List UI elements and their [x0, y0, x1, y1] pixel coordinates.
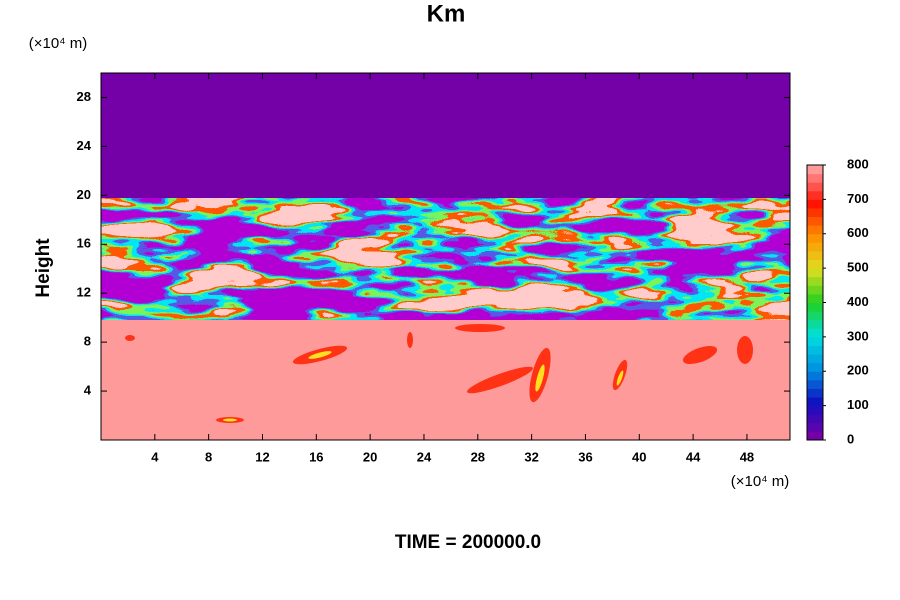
y-axis-label: Height [33, 238, 54, 298]
y-tick-label: 4 [84, 383, 92, 398]
colorbar-swatch [807, 414, 823, 424]
colorbar-swatch [807, 379, 823, 389]
colorbar-swatch [807, 250, 823, 261]
x-tick-label: 4 [151, 449, 159, 464]
colorbar-swatch [807, 216, 823, 226]
colorbar-tick-label: 600 [847, 225, 869, 240]
colorbar-swatch [807, 311, 823, 321]
colorbar-swatch [807, 336, 823, 346]
colorbar-swatch [807, 242, 823, 252]
colorbar-tick-label: 400 [847, 294, 869, 309]
colorbar-swatch [807, 165, 823, 175]
colorbar-swatch [807, 207, 823, 218]
colorbar-tick-label: 100 [847, 397, 869, 412]
y-tick-label: 20 [77, 187, 91, 202]
colorbar-swatch [807, 319, 823, 329]
colorbar-swatch [807, 388, 823, 398]
y-tick-label: 16 [77, 236, 91, 251]
x-tick-label: 16 [309, 449, 323, 464]
x-tick-label: 28 [471, 449, 485, 464]
colorbar-swatch [807, 371, 823, 381]
colorbar-swatch [807, 354, 823, 364]
x-tick-label: 24 [417, 449, 432, 464]
field [101, 73, 790, 440]
colorbar-tick-label: 300 [847, 328, 869, 343]
colorbar-swatch [807, 276, 823, 286]
colorbar-swatch [807, 259, 823, 269]
colorbar-tick-label: 500 [847, 260, 869, 275]
x-tick-label: 36 [578, 449, 592, 464]
colorbar-swatch [807, 431, 823, 441]
colorbar-swatch [807, 328, 823, 338]
colorbar-tick-label: 0 [847, 431, 854, 446]
colorbar-swatch [807, 225, 823, 235]
colorbar-swatch [807, 397, 823, 407]
x-tick-label: 12 [255, 449, 269, 464]
chart-title: Km [427, 0, 466, 27]
y-tick-label: 24 [77, 138, 92, 153]
x-tick-label: 32 [524, 449, 538, 464]
colorbar-swatch [807, 422, 823, 432]
colorbar-swatch [807, 285, 823, 295]
axes: 4 8 12 16 20 24 28 32 36 40 44 48481216202428010020… [77, 73, 869, 464]
y-tick-label: 12 [77, 285, 91, 300]
x-tick-label: 40 [632, 449, 646, 464]
colorbar-swatch [807, 362, 823, 372]
y-tick-label: 28 [77, 89, 91, 104]
colorbar-swatch [807, 302, 823, 312]
colorbar-swatch [807, 182, 823, 192]
colorbar-tick-label: 700 [847, 191, 869, 206]
plot-frame [100, 72, 791, 441]
colorbar-swatch [807, 405, 823, 415]
colorbar-swatch [807, 293, 823, 303]
footer: TIME = 200000.0 [395, 532, 541, 553]
x-tick-label: 44 [686, 449, 701, 464]
x-tick-label: 8 [205, 449, 212, 464]
colorbar-swatch [807, 233, 823, 243]
colorbar-tick-label: 800 [847, 156, 869, 171]
colorbar-swatch [807, 173, 823, 183]
colorbar-swatch [807, 199, 823, 209]
colorbar-swatch [807, 345, 823, 355]
colorbar-swatch [807, 268, 823, 278]
colorbar-tick-label: 200 [847, 363, 869, 378]
y-unit: (×10⁴ m) [29, 35, 88, 52]
x-unit: (×10⁴ m) [731, 473, 790, 490]
y-tick-label: 8 [84, 334, 91, 349]
x-tick-label: 48 [740, 449, 754, 464]
x-tick-label: 20 [363, 449, 377, 464]
colorbar-swatch [807, 190, 823, 200]
